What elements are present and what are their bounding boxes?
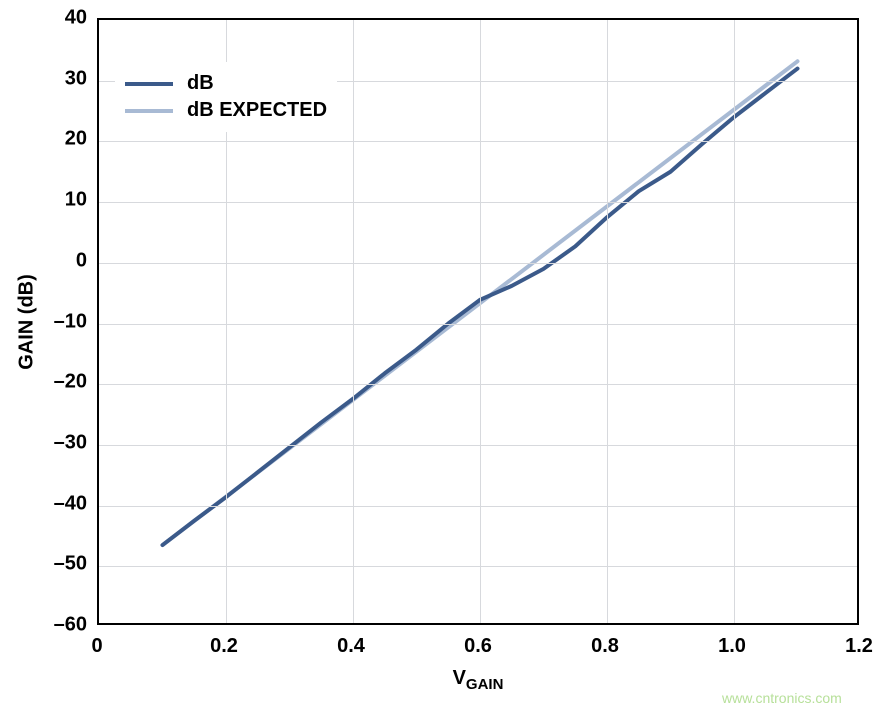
gridline-h xyxy=(99,324,857,325)
x-tick-label: 0.4 xyxy=(337,635,365,658)
x-tick-label: 0 xyxy=(91,635,102,658)
gridline-h xyxy=(99,202,857,203)
y-tick-label: –50 xyxy=(47,553,87,576)
y-tick-label: 30 xyxy=(47,67,87,90)
y-tick-label: 40 xyxy=(47,7,87,30)
gridline-v xyxy=(480,20,481,623)
y-tick-label: –60 xyxy=(47,614,87,637)
gridline-h xyxy=(99,384,857,385)
x-axis-label-main: V xyxy=(453,667,466,689)
legend-label: dB EXPECTED xyxy=(187,99,327,122)
legend-label: dB xyxy=(187,72,214,95)
x-axis-label: VGAIN xyxy=(453,667,504,693)
gridline-h xyxy=(99,506,857,507)
y-axis-label: GAIN (dB) xyxy=(16,274,39,370)
gridline-h xyxy=(99,141,857,142)
y-tick-label: –40 xyxy=(47,492,87,515)
legend-row: dB EXPECTED xyxy=(125,99,327,122)
x-axis-label-sub: GAIN xyxy=(466,676,504,693)
legend-swatch xyxy=(125,82,173,86)
gridline-v xyxy=(353,20,354,623)
chart-container: dB dB EXPECTED GAIN (dB) VGAIN www.cntron… xyxy=(0,0,887,709)
legend-swatch xyxy=(125,109,173,113)
y-tick-label: 10 xyxy=(47,189,87,212)
gridline-h xyxy=(99,566,857,567)
legend: dB dB EXPECTED xyxy=(115,62,337,132)
gridline-h xyxy=(99,445,857,446)
gridline-v xyxy=(607,20,608,623)
x-tick-label: 1.2 xyxy=(845,635,873,658)
y-tick-label: –20 xyxy=(47,371,87,394)
watermark: www.cntronics.com xyxy=(722,690,842,706)
x-tick-label: 0.8 xyxy=(591,635,619,658)
y-tick-label: 20 xyxy=(47,128,87,151)
y-tick-label: –10 xyxy=(47,310,87,333)
x-tick-label: 0.6 xyxy=(464,635,492,658)
x-tick-label: 1.0 xyxy=(718,635,746,658)
y-tick-label: 0 xyxy=(47,249,87,272)
x-tick-label: 0.2 xyxy=(210,635,238,658)
gridline-v xyxy=(734,20,735,623)
gridline-h xyxy=(99,263,857,264)
y-tick-label: –30 xyxy=(47,431,87,454)
legend-row: dB xyxy=(125,72,327,95)
